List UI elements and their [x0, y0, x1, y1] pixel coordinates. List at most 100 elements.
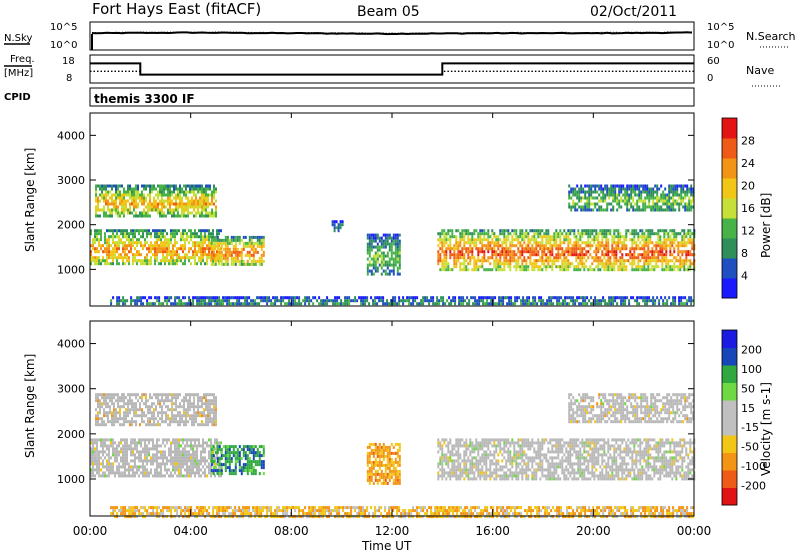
scatter-cell	[599, 262, 602, 266]
scatter-cell	[126, 235, 128, 239]
scatter-cell	[304, 302, 307, 306]
scatter-cell	[165, 205, 167, 209]
scatter-cell	[503, 262, 506, 266]
scatter-cell	[168, 244, 170, 248]
scatter-cell	[455, 253, 458, 257]
scatter-cell	[179, 393, 181, 397]
scatter-cell	[655, 265, 658, 269]
scatter-cell	[209, 399, 211, 403]
scatter-cell	[449, 238, 452, 242]
scatter-cell	[463, 262, 466, 266]
scatter-cell	[166, 462, 168, 466]
scatter-cell	[334, 296, 337, 300]
scatter-cell	[644, 190, 647, 194]
scatter-cell	[464, 299, 467, 303]
scatter-cell	[230, 238, 233, 242]
scatter-cell	[521, 232, 524, 236]
scatter-cell	[633, 241, 636, 245]
scatter-cell	[209, 187, 211, 191]
scatter-cell	[240, 247, 243, 251]
scatter-cell	[663, 247, 666, 251]
scatter-cell	[572, 299, 575, 303]
scatter-cell	[559, 256, 562, 260]
scatter-cell	[286, 302, 289, 306]
scatter-cell	[532, 302, 535, 306]
scatter-cell	[99, 399, 101, 403]
scatter-cell	[614, 296, 617, 300]
scatter-cell	[212, 256, 215, 260]
scatter-cell	[117, 399, 119, 403]
scatter-cell	[477, 232, 480, 236]
scatter-cell	[106, 474, 108, 478]
scatter-cell	[159, 393, 161, 397]
scatter-cell	[533, 268, 536, 272]
scatter-cell	[113, 402, 115, 406]
scatter-cell	[206, 244, 208, 248]
scatter-cell	[196, 235, 198, 239]
scatter-cell	[497, 244, 500, 248]
scatter-cell	[671, 241, 674, 245]
scatter-cell	[125, 417, 127, 421]
scatter-cell	[106, 465, 108, 469]
scatter-cell	[112, 235, 114, 239]
scatter-cell	[141, 190, 143, 194]
scatter-cell	[114, 253, 116, 257]
scatter-cell	[139, 193, 141, 197]
scatter-cell	[106, 244, 108, 248]
scatter-cell	[322, 299, 325, 303]
scatter-cell	[197, 187, 199, 191]
scatter-cell	[119, 417, 121, 421]
scatter-cell	[326, 302, 329, 306]
scatter-cell	[392, 257, 395, 261]
scatter-cell	[341, 220, 344, 224]
scatter-cell	[638, 208, 641, 212]
scatter-cell	[179, 417, 181, 421]
scatter-cell	[643, 238, 646, 242]
scatter-cell	[581, 235, 584, 239]
scatter-cell	[469, 241, 472, 245]
scatter-cell	[308, 302, 311, 306]
scatter-cell	[505, 250, 508, 254]
scatter-cell	[523, 235, 526, 239]
scatter-cell	[442, 299, 445, 303]
scatter-cell	[153, 202, 155, 206]
scatter-cell	[119, 396, 121, 400]
scatter-cell	[691, 232, 694, 236]
scatter-cell	[481, 247, 484, 251]
scatter-cell	[600, 187, 603, 191]
scatter-cell	[529, 262, 532, 266]
scatter-cell	[166, 468, 168, 472]
scatter-cell	[390, 236, 393, 240]
scatter-cell	[194, 296, 197, 300]
scatter-cell	[169, 187, 171, 191]
scatter-cell	[617, 241, 620, 245]
scatter-cell	[201, 402, 203, 406]
scatter-cell	[184, 296, 187, 300]
scatter-cell	[92, 241, 94, 245]
scatter-cell	[668, 184, 671, 188]
scatter-cell	[190, 256, 192, 260]
scatter-cell	[398, 248, 401, 252]
scatter-cell	[206, 235, 208, 239]
scatter-cell	[202, 459, 204, 463]
scatter-cell	[198, 241, 200, 245]
scatter-cell	[412, 299, 415, 303]
scatter-cell	[529, 247, 532, 251]
scatter-cell	[390, 263, 393, 267]
scatter-cell	[204, 474, 206, 478]
scatter-cell	[652, 202, 655, 206]
scatter-cell	[203, 208, 205, 212]
scatter-cell	[179, 214, 181, 218]
scatter-cell	[159, 405, 161, 409]
scatter-cell	[677, 247, 680, 251]
scatter-cell	[127, 399, 129, 403]
scatter-cell	[539, 247, 542, 251]
scatter-cell	[553, 235, 556, 239]
scatter-cell	[248, 238, 251, 242]
scatter-cell	[528, 299, 531, 303]
scatter-cell	[161, 396, 163, 400]
scatter-cell	[218, 244, 220, 248]
scatter-cell	[172, 235, 174, 239]
scatter-cell	[208, 235, 210, 239]
scatter-cell	[96, 465, 98, 469]
